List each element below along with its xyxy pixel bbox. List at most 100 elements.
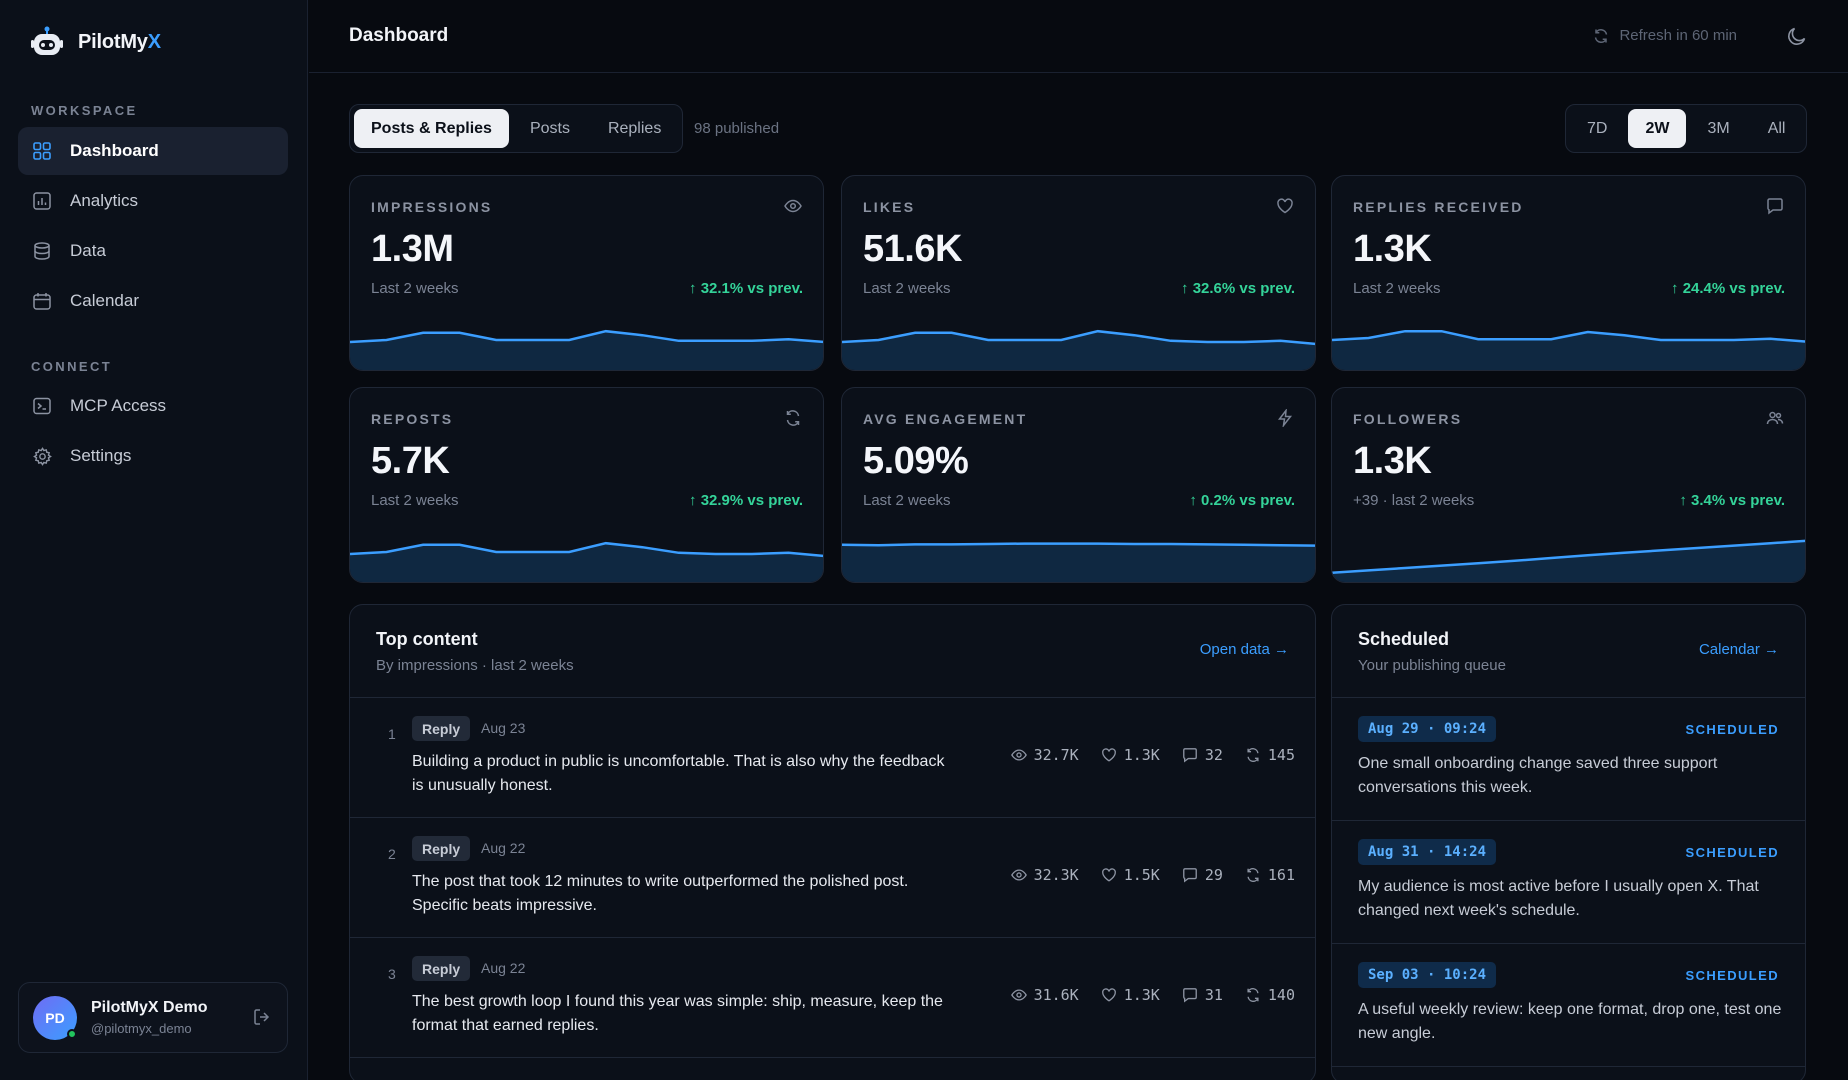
sparkline-line — [842, 329, 1315, 346]
metric-likes: 1.5K — [1101, 866, 1160, 884]
range-2w[interactable]: 2W — [1628, 109, 1687, 148]
sparkline — [1332, 329, 1805, 370]
user-card[interactable]: PD PilotMyX Demo @pilotmyx_demo — [18, 982, 288, 1053]
stat-value: 5.09% — [863, 440, 969, 482]
stat-label: AVG ENGAGEMENT — [863, 411, 1028, 427]
grid-icon — [32, 141, 52, 161]
metric-likes: 1.3K — [1101, 746, 1160, 764]
bar-chart-icon — [32, 191, 52, 211]
brand-logo[interactable]: PilotMyX — [30, 26, 161, 58]
sidebar-item-dashboard[interactable]: Dashboard — [18, 127, 288, 175]
robot-icon — [31, 26, 63, 55]
sidebar-item-label: Dashboard — [70, 141, 159, 160]
stat-delta: ↑ 24.4% vs prev. — [1671, 280, 1785, 297]
scheduled-subtitle: Your publishing queue — [1358, 657, 1506, 674]
stat-value: 1.3K — [1353, 440, 1432, 482]
stat-period: +39 · last 2 weeks — [1353, 492, 1475, 509]
stat-card-avg-engagement[interactable]: AVG ENGAGEMENT 5.09% Last 2 weeks ↑ 0.2% vs… — [841, 387, 1316, 583]
row-metrics: 32.7K 1.3K 32 145 — [989, 746, 1295, 764]
sidebar-item-label: Data — [70, 241, 106, 260]
tab-posts-and-replies[interactable]: Posts & Replies — [354, 109, 509, 148]
stat-delta: ↑ 32.6% vs prev. — [1181, 280, 1295, 297]
stat-label: IMPRESSIONS — [371, 199, 493, 215]
range-7d[interactable]: 7D — [1587, 119, 1608, 137]
calendar-icon — [32, 291, 52, 311]
database-icon — [32, 241, 52, 261]
top-content-title: Top content — [376, 629, 478, 649]
stat-period: Last 2 weeks — [1353, 280, 1441, 297]
content-type-badge: Reply — [412, 956, 471, 981]
metric-views: 32.7K — [1010, 746, 1079, 764]
stat-value: 1.3K — [1353, 228, 1432, 270]
logout-icon[interactable] — [253, 1008, 271, 1031]
scheduled-panel: Scheduled Your publishing queue Calendar… — [1331, 604, 1806, 1080]
content-type-badge: Reply — [412, 716, 471, 741]
scheduled-time: Sep 03 · 10:24 — [1358, 962, 1497, 988]
list-item[interactable]: Aug 31 · 14:24 SCHEDULED My audience is mo… — [1332, 821, 1805, 944]
scheduled-text: My audience is most active before I usua… — [1358, 878, 1759, 919]
repost-icon — [1247, 748, 1259, 762]
status-badge: SCHEDULED — [1685, 722, 1779, 737]
calendar-link[interactable]: Calendar → — [1698, 641, 1779, 658]
sidebar-item-label: Calendar — [70, 291, 139, 310]
sparkline — [1332, 539, 1805, 582]
chat-icon — [1766, 197, 1784, 220]
repost-icon — [1247, 988, 1259, 1002]
table-row[interactable]: 2 Reply Aug 22 The post that took 12 minute… — [350, 818, 1315, 938]
range-3m[interactable]: 3M — [1707, 119, 1730, 137]
stat-delta: ↑ 3.4% vs prev. — [1679, 492, 1785, 509]
sidebar-item-data[interactable]: Data — [18, 227, 288, 275]
tab-replies[interactable]: Replies — [607, 119, 662, 137]
chat-icon — [1182, 748, 1197, 763]
metric-reposts: 161 — [1245, 866, 1295, 884]
sparkline-area — [1332, 331, 1805, 370]
sidebar-item-analytics[interactable]: Analytics — [18, 177, 288, 225]
range-selector: 7D 2W 3M All — [1565, 104, 1808, 153]
top-content-subtitle: By impressions · last 2 weeks — [376, 657, 574, 674]
table-row[interactable]: 1 Reply Aug 23 Building a product in public… — [350, 698, 1315, 818]
metric-replies: 29 — [1182, 866, 1223, 884]
list-item[interactable]: Sep 03 · 10:24 SCHEDULED A useful weekly r… — [1332, 944, 1805, 1067]
heart-icon — [1101, 748, 1116, 762]
sidebar-item-settings[interactable]: Settings — [18, 432, 288, 480]
sparkline-area — [350, 331, 823, 370]
gear-icon — [32, 446, 52, 466]
sparkline — [350, 541, 823, 582]
sidebar: PilotMyX WORKSPACE Dashboard Analytics D… — [0, 0, 308, 1080]
stat-card-likes[interactable]: LIKES 51.6K Last 2 weeks ↑ 32.6% vs prev. — [841, 175, 1316, 371]
sparkline — [842, 329, 1315, 370]
heart-icon — [1101, 988, 1116, 1002]
scheduled-text: One small onboarding change saved three … — [1358, 755, 1718, 796]
stat-card-impressions[interactable]: IMPRESSIONS 1.3M Last 2 weeks ↑ 32.1% vs pr… — [349, 175, 824, 371]
row-date: Aug 22 — [481, 960, 526, 976]
bolt-icon — [1276, 408, 1294, 432]
refresh-label: Refresh in 60 min — [1619, 27, 1737, 44]
content-type-badge: Reply — [412, 836, 471, 861]
table-row[interactable]: 3 Reply Aug 22 The best growth loop I found… — [350, 938, 1315, 1058]
refresh-indicator[interactable]: Refresh in 60 min — [1593, 27, 1737, 44]
repost-icon — [1247, 868, 1259, 882]
row-date: Aug 23 — [481, 720, 526, 736]
tab-posts[interactable]: Posts — [529, 119, 570, 137]
metric-reposts: 145 — [1245, 746, 1295, 764]
sidebar-item-calendar[interactable]: Calendar — [18, 277, 288, 325]
sparkline-line — [1332, 329, 1805, 343]
open-data-link[interactable]: Open data → — [1199, 641, 1289, 658]
sparkline — [842, 542, 1315, 582]
heart-icon — [1101, 868, 1116, 882]
sparkline-line — [350, 329, 823, 344]
range-all[interactable]: All — [1767, 119, 1786, 137]
list-item[interactable]: Aug 29 · 09:24 SCHEDULED One small onboard… — [1332, 698, 1805, 821]
stat-card-reposts[interactable]: REPOSTS 5.7K Last 2 weeks ↑ 32.9% vs prev. — [349, 387, 824, 583]
metric-replies: 32 — [1182, 746, 1223, 764]
scheduled-title: Scheduled — [1358, 629, 1450, 649]
sidebar-item-mcp-access[interactable]: MCP Access — [18, 382, 288, 430]
header: Dashboard Refresh in 60 min — [309, 0, 1848, 73]
online-status-dot — [67, 1028, 77, 1039]
sparkline-area — [350, 543, 823, 582]
moon-icon[interactable] — [1786, 25, 1808, 52]
scheduled-time: Aug 31 · 14:24 — [1358, 839, 1497, 865]
stat-card-followers[interactable]: FOLLOWERS 1.3K +39 · last 2 weeks ↑ 3.4% vs… — [1331, 387, 1806, 583]
stat-card-replies-received[interactable]: REPLIES RECEIVED 1.3K Last 2 weeks ↑ 24.4% … — [1331, 175, 1806, 371]
status-badge: SCHEDULED — [1685, 968, 1779, 983]
